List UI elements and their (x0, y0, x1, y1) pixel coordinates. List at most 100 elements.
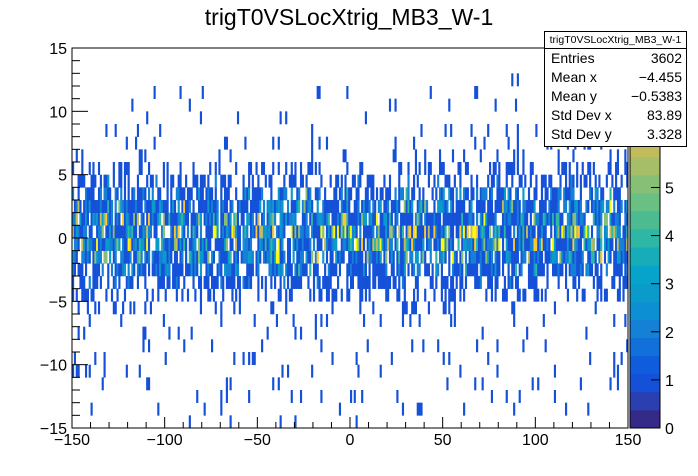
heatmap-cell (331, 288, 334, 302)
y-tick-label: 0 (58, 231, 67, 248)
heatmap-cell (444, 212, 447, 226)
heatmap-cell (411, 187, 414, 201)
heatmap-cell (609, 377, 612, 391)
heatmap-cell (470, 200, 473, 213)
heatmap-cell (86, 212, 89, 226)
heatmap-cell (203, 276, 206, 289)
heatmap-cell (585, 225, 588, 239)
heatmap-cell (487, 124, 490, 137)
heatmap-cell (453, 263, 456, 277)
heatmap-cell (368, 276, 371, 289)
heatmap-cell (368, 288, 371, 302)
heatmap-cell (275, 263, 279, 277)
heatmap-cell (92, 200, 95, 213)
heatmap-cell (120, 174, 123, 188)
heatmap-cell (320, 212, 323, 226)
heatmap-cell (320, 339, 323, 353)
stats-row-mean-y: Mean y −0.5383 (545, 87, 686, 106)
heatmap-cell (255, 263, 258, 277)
heatmap-cell (177, 263, 180, 277)
heatmap-cell (516, 200, 519, 213)
heatmap-cell (99, 225, 102, 239)
heatmap-cell (405, 187, 408, 201)
heatmap-cell (238, 238, 241, 251)
heatmap-cell (463, 288, 466, 302)
heatmap-cell (459, 288, 462, 302)
heatmap-cell (385, 276, 388, 289)
heatmap-cell (292, 276, 295, 289)
heatmap-cell (136, 250, 140, 264)
heatmap-cell (511, 301, 514, 315)
heatmap-cell (94, 301, 97, 315)
heatmap-cell (103, 200, 106, 213)
heatmap-cell (194, 212, 197, 226)
heatmap-cell (251, 174, 254, 188)
heatmap-cell (513, 250, 516, 264)
heatmap-cell (494, 162, 497, 175)
heatmap-cell (299, 276, 303, 289)
heatmap-cell (153, 263, 156, 277)
heatmap-cell (483, 263, 486, 277)
heatmap-cell (257, 250, 260, 264)
heatmap-cell (140, 200, 143, 213)
heatmap-cell (463, 402, 466, 416)
heatmap-cell (555, 225, 558, 239)
heatmap-cell (442, 238, 445, 251)
heatmap-cell (201, 174, 204, 188)
heatmap-cell (277, 187, 280, 201)
heatmap-cell (140, 212, 143, 226)
heatmap-cell (333, 212, 336, 226)
heatmap-cell (359, 212, 362, 226)
heatmap-cell (177, 238, 180, 251)
heatmap-cell (424, 212, 427, 226)
heatmap-cell (489, 263, 492, 277)
heatmap-cell (122, 301, 125, 315)
heatmap-cell (574, 212, 577, 226)
heatmap-cell (368, 250, 371, 264)
heatmap-cell (511, 73, 514, 87)
heatmap-cell (199, 288, 203, 302)
heatmap-cell (194, 263, 197, 277)
heatmap-cell (270, 174, 273, 188)
heatmap-cell (416, 174, 419, 188)
heatmap-cell (446, 276, 449, 289)
heatmap-cell (379, 250, 382, 264)
heatmap-cell (590, 225, 594, 239)
heatmap-cell (298, 263, 301, 277)
heatmap-cell (466, 225, 469, 239)
heatmap-cell (546, 250, 549, 264)
heatmap-cell (223, 225, 227, 239)
heatmap-cell (227, 263, 230, 277)
heatmap-cell (311, 364, 314, 378)
heatmap-cell (162, 276, 165, 289)
heatmap-cell (214, 301, 217, 315)
heatmap-cell (581, 263, 584, 277)
heatmap-cell (94, 174, 97, 188)
y-tick-label: −10 (40, 358, 67, 375)
heatmap-cell (288, 288, 291, 302)
heatmap-cell (442, 212, 445, 226)
heatmap-cell (361, 250, 364, 264)
heatmap-cell (470, 174, 473, 188)
heatmap-cell (83, 225, 86, 239)
heatmap-cell (516, 238, 519, 251)
heatmap-cell (77, 238, 80, 251)
heatmap-cell (303, 238, 306, 251)
heatmap-cell (374, 212, 377, 226)
heatmap-cell (414, 301, 418, 315)
heatmap-cell (553, 238, 557, 251)
heatmap-cell (160, 263, 164, 277)
heatmap-cell (481, 250, 484, 264)
heatmap-cell (448, 187, 451, 201)
heatmap-cell (409, 212, 412, 226)
heatmap-cell (496, 339, 499, 353)
heatmap-cell (540, 263, 544, 277)
heatmap-cell (88, 250, 91, 264)
heatmap-cell (618, 225, 621, 239)
heatmap-cell (81, 276, 84, 289)
heatmap-cell (125, 162, 128, 175)
heatmap-cell (272, 377, 275, 391)
heatmap-cell (277, 238, 280, 251)
heatmap-cell (146, 111, 149, 125)
heatmap-cell (620, 238, 623, 251)
